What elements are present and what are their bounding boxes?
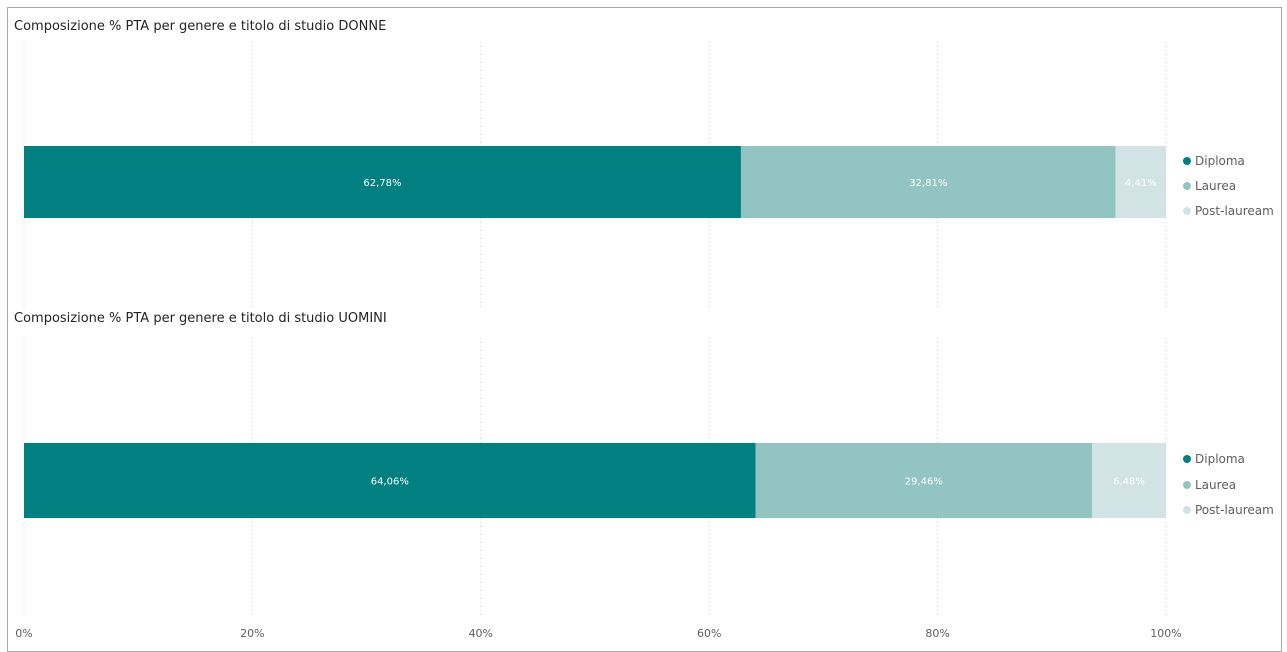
x-tick-label-3: 60%	[697, 627, 721, 640]
legend-marker-0-0	[1183, 157, 1191, 165]
data-label-1-1: 29,46%	[905, 477, 943, 488]
legend-label-1-0: Diploma	[1195, 452, 1245, 466]
legend-marker-1-0	[1183, 455, 1191, 463]
data-label-0-1: 32,81%	[909, 178, 947, 189]
bar-segment-post-lauream-1[interactable]	[1091, 443, 1166, 518]
data-label-1-0: 64,06%	[371, 477, 409, 488]
legend-marker-1-2	[1183, 506, 1191, 514]
bar-segment-diploma-0[interactable]	[24, 146, 741, 218]
legend-marker-0-1	[1183, 182, 1191, 190]
x-tick-label-2: 40%	[469, 627, 493, 640]
data-label-1-2: 6,48%	[1113, 477, 1145, 488]
x-tick-label-5: 100%	[1150, 627, 1181, 640]
legend-label-1-1: Laurea	[1195, 478, 1236, 492]
x-tick-label-1: 20%	[240, 627, 264, 640]
bar-segment-laurea-0[interactable]	[740, 146, 1116, 218]
bar-segment-diploma-1[interactable]	[24, 443, 756, 518]
chart-title-1: Composizione % PTA per genere e titolo d…	[14, 311, 387, 326]
legend-marker-1-1	[1183, 481, 1191, 489]
chart-frame	[7, 7, 1282, 652]
bar-segment-post-lauream-0[interactable]	[1115, 146, 1166, 218]
bar-segment-laurea-1[interactable]	[755, 443, 1092, 518]
data-label-0-2: 4,41%	[1125, 178, 1157, 189]
legend-marker-0-2	[1183, 207, 1191, 215]
x-tick-label-0: 0%	[15, 627, 32, 640]
legend-label-1-2: Post-lauream	[1195, 503, 1274, 517]
legend-label-0-0: Diploma	[1195, 154, 1245, 168]
x-tick-label-4: 80%	[925, 627, 949, 640]
chart-title-0: Composizione % PTA per genere e titolo d…	[14, 19, 386, 34]
legend-label-0-2: Post-lauream	[1195, 204, 1274, 218]
data-label-0-0: 62,78%	[363, 178, 401, 189]
legend-label-0-1: Laurea	[1195, 179, 1236, 193]
